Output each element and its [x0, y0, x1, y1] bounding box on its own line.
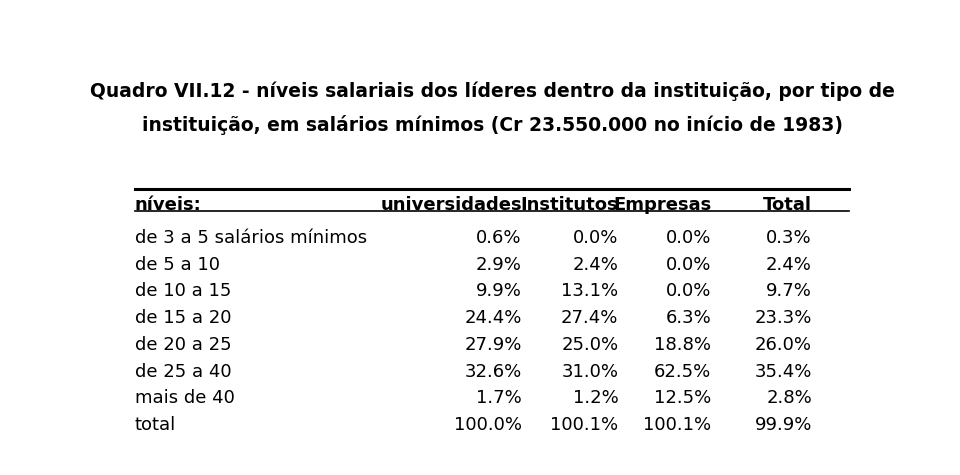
- Text: 0.3%: 0.3%: [766, 229, 812, 247]
- Text: 9.9%: 9.9%: [476, 283, 522, 301]
- Text: 2.4%: 2.4%: [766, 256, 812, 274]
- Text: universidades: universidades: [380, 196, 522, 214]
- Text: Institutos: Institutos: [521, 196, 618, 214]
- Text: 31.0%: 31.0%: [562, 362, 618, 380]
- Text: 24.4%: 24.4%: [465, 309, 522, 327]
- Text: 23.3%: 23.3%: [755, 309, 812, 327]
- Text: mais de 40: mais de 40: [134, 389, 235, 407]
- Text: 27.9%: 27.9%: [465, 336, 522, 354]
- Text: 100.1%: 100.1%: [643, 416, 711, 434]
- Text: 12.5%: 12.5%: [654, 389, 711, 407]
- Text: 1.2%: 1.2%: [573, 389, 618, 407]
- Text: 13.1%: 13.1%: [562, 283, 618, 301]
- Text: de 25 a 40: de 25 a 40: [134, 362, 231, 380]
- Text: Total: Total: [763, 196, 812, 214]
- Text: 99.9%: 99.9%: [755, 416, 812, 434]
- Text: de 3 a 5 salários mínimos: de 3 a 5 salários mínimos: [134, 229, 367, 247]
- Text: 100.0%: 100.0%: [454, 416, 522, 434]
- Text: de 15 a 20: de 15 a 20: [134, 309, 231, 327]
- Text: 6.3%: 6.3%: [665, 309, 711, 327]
- Text: instituição, em salários mínimos (Cr 23.550.000 no início de 1983): instituição, em salários mínimos (Cr 23.…: [141, 114, 843, 135]
- Text: 2.8%: 2.8%: [766, 389, 812, 407]
- Text: 9.7%: 9.7%: [766, 283, 812, 301]
- Text: 35.4%: 35.4%: [755, 362, 812, 380]
- Text: 0.0%: 0.0%: [666, 229, 711, 247]
- Text: 62.5%: 62.5%: [654, 362, 711, 380]
- Text: 100.1%: 100.1%: [550, 416, 618, 434]
- Text: níveis:: níveis:: [134, 196, 202, 214]
- Text: 32.6%: 32.6%: [465, 362, 522, 380]
- Text: 0.0%: 0.0%: [666, 283, 711, 301]
- Text: 18.8%: 18.8%: [655, 336, 711, 354]
- Text: de 5 a 10: de 5 a 10: [134, 256, 220, 274]
- Text: Quadro VII.12 - níveis salariais dos líderes dentro da instituição, por tipo de: Quadro VII.12 - níveis salariais dos líd…: [89, 82, 895, 102]
- Text: 1.7%: 1.7%: [476, 389, 522, 407]
- Text: 2.9%: 2.9%: [476, 256, 522, 274]
- Text: Empresas: Empresas: [613, 196, 711, 214]
- Text: total: total: [134, 416, 176, 434]
- Text: de 20 a 25: de 20 a 25: [134, 336, 231, 354]
- Text: 0.0%: 0.0%: [573, 229, 618, 247]
- Text: 26.0%: 26.0%: [755, 336, 812, 354]
- Text: 2.4%: 2.4%: [572, 256, 618, 274]
- Text: de 10 a 15: de 10 a 15: [134, 283, 231, 301]
- Text: 0.0%: 0.0%: [666, 256, 711, 274]
- Text: 27.4%: 27.4%: [561, 309, 618, 327]
- Text: 0.6%: 0.6%: [476, 229, 522, 247]
- Text: 25.0%: 25.0%: [562, 336, 618, 354]
